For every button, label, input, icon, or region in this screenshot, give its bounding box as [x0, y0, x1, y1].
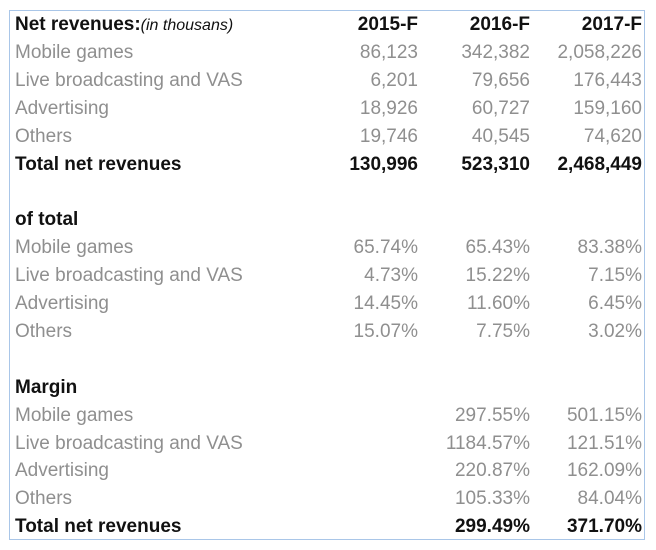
cell-value: 523,310 — [461, 153, 530, 175]
table-row: Advertising 14.45% 11.60% 6.45% — [10, 290, 644, 318]
cell-value: 40,545 — [471, 125, 530, 147]
cell-value: 3.02% — [588, 320, 642, 342]
column-header: 2016-F — [469, 14, 530, 35]
section-title: of total — [15, 209, 79, 231]
row-label: Others — [15, 125, 73, 147]
row-label: Live broadcasting and VAS — [15, 432, 243, 454]
row-label: Total net revenues — [15, 516, 182, 538]
table-row: Mobile games 86,123 342,382 2,058,226 — [10, 39, 644, 67]
cell-value: 342,382 — [461, 41, 530, 63]
cell-value: 4.73% — [364, 265, 418, 287]
cell-value: 162.09% — [566, 460, 642, 482]
cell-value: 14.45% — [353, 293, 418, 314]
cell-value: 15.07% — [353, 320, 418, 342]
cell-value: 6,201 — [370, 69, 418, 91]
cell-value: 74,620 — [583, 125, 642, 147]
cell-value: 159,160 — [573, 97, 642, 119]
cell-value: 121.51% — [566, 432, 642, 454]
cell-value: 83.38% — [577, 237, 642, 259]
column-header: 2015-F — [357, 14, 418, 35]
cell-value: 501.15% — [566, 404, 642, 426]
row-label: Others — [15, 488, 73, 510]
cell-value: 86,123 — [359, 41, 418, 63]
header-label: Net revenues:(in thousans) — [15, 14, 234, 35]
cell-value: 15.22% — [465, 265, 530, 287]
row-label: Live broadcasting and VAS — [15, 265, 243, 287]
cell-value: 297.55% — [454, 404, 530, 426]
revenue-table: Net revenues:(in thousans) 2015-F 2016-F… — [9, 10, 645, 540]
cell-value: 1184.57% — [445, 432, 530, 454]
cell-value: 2,058,226 — [557, 41, 642, 63]
cell-value: 19,746 — [359, 125, 418, 147]
section-title: Margin — [15, 376, 78, 398]
section-title-row: of total — [10, 206, 644, 234]
cell-value: 60,727 — [471, 97, 530, 119]
row-label: Mobile games — [15, 41, 134, 63]
cell-value: 11.60% — [466, 293, 530, 314]
cell-value: 176,443 — [573, 69, 642, 91]
table-row: Mobile games 65.74% 65.43% 83.38% — [10, 234, 644, 262]
row-label: Advertising — [15, 97, 109, 119]
cell-value: 2,468,449 — [557, 153, 642, 175]
table-row: Others 15.07% 7.75% 3.02% — [10, 318, 644, 346]
cell-value: 7.15% — [588, 265, 642, 287]
header-row: Net revenues:(in thousans) 2015-F 2016-F… — [10, 11, 644, 39]
cell-value: 299.49% — [454, 516, 530, 538]
header-note: (in thousans) — [140, 17, 234, 34]
cell-value: 18,926 — [359, 97, 418, 119]
cell-value: 220.87% — [454, 460, 530, 482]
row-label: Advertising — [15, 460, 109, 482]
row-label: Live broadcasting and VAS — [15, 69, 243, 91]
cell-value: 130,996 — [349, 153, 418, 175]
cell-value: 84.04% — [577, 488, 642, 510]
table-row: Advertising 220.87% 162.09% — [10, 457, 644, 485]
row-label: Advertising — [15, 293, 109, 314]
row-label: Total net revenues — [15, 153, 182, 175]
section-title-row: Margin — [10, 374, 644, 402]
table-row: Mobile games 297.55% 501.15% — [10, 402, 644, 430]
cell-value: 7.75% — [476, 320, 530, 342]
cell-value: 105.33% — [454, 488, 530, 510]
row-label: Others — [15, 320, 73, 342]
table-row: Advertising 18,926 60,727 159,160 — [10, 95, 644, 123]
total-row: Total net revenues 130,996 523,310 2,468,44… — [10, 151, 644, 179]
cell-value: 6.45% — [588, 293, 642, 314]
cell-value: 65.43% — [465, 237, 530, 259]
table-row: Live broadcasting and VAS 1184.57% 121.51% — [10, 430, 644, 458]
cell-value: 79,656 — [471, 69, 530, 91]
table-row: Live broadcasting and VAS 6,201 79,656 176,… — [10, 67, 644, 95]
row-label: Mobile games — [15, 237, 134, 259]
column-header: 2017-F — [581, 14, 642, 35]
table-row: Others 105.33% 84.04% — [10, 485, 644, 513]
total-row: Total net revenues 299.49% 371.70% — [10, 513, 644, 541]
cell-value: 65.74% — [353, 237, 418, 259]
table-row: Others 19,746 40,545 74,620 — [10, 123, 644, 151]
table-row: Live broadcasting and VAS 4.73% 15.22% 7.15… — [10, 262, 644, 290]
cell-value: 371.70% — [566, 516, 642, 538]
row-label: Mobile games — [15, 404, 134, 426]
